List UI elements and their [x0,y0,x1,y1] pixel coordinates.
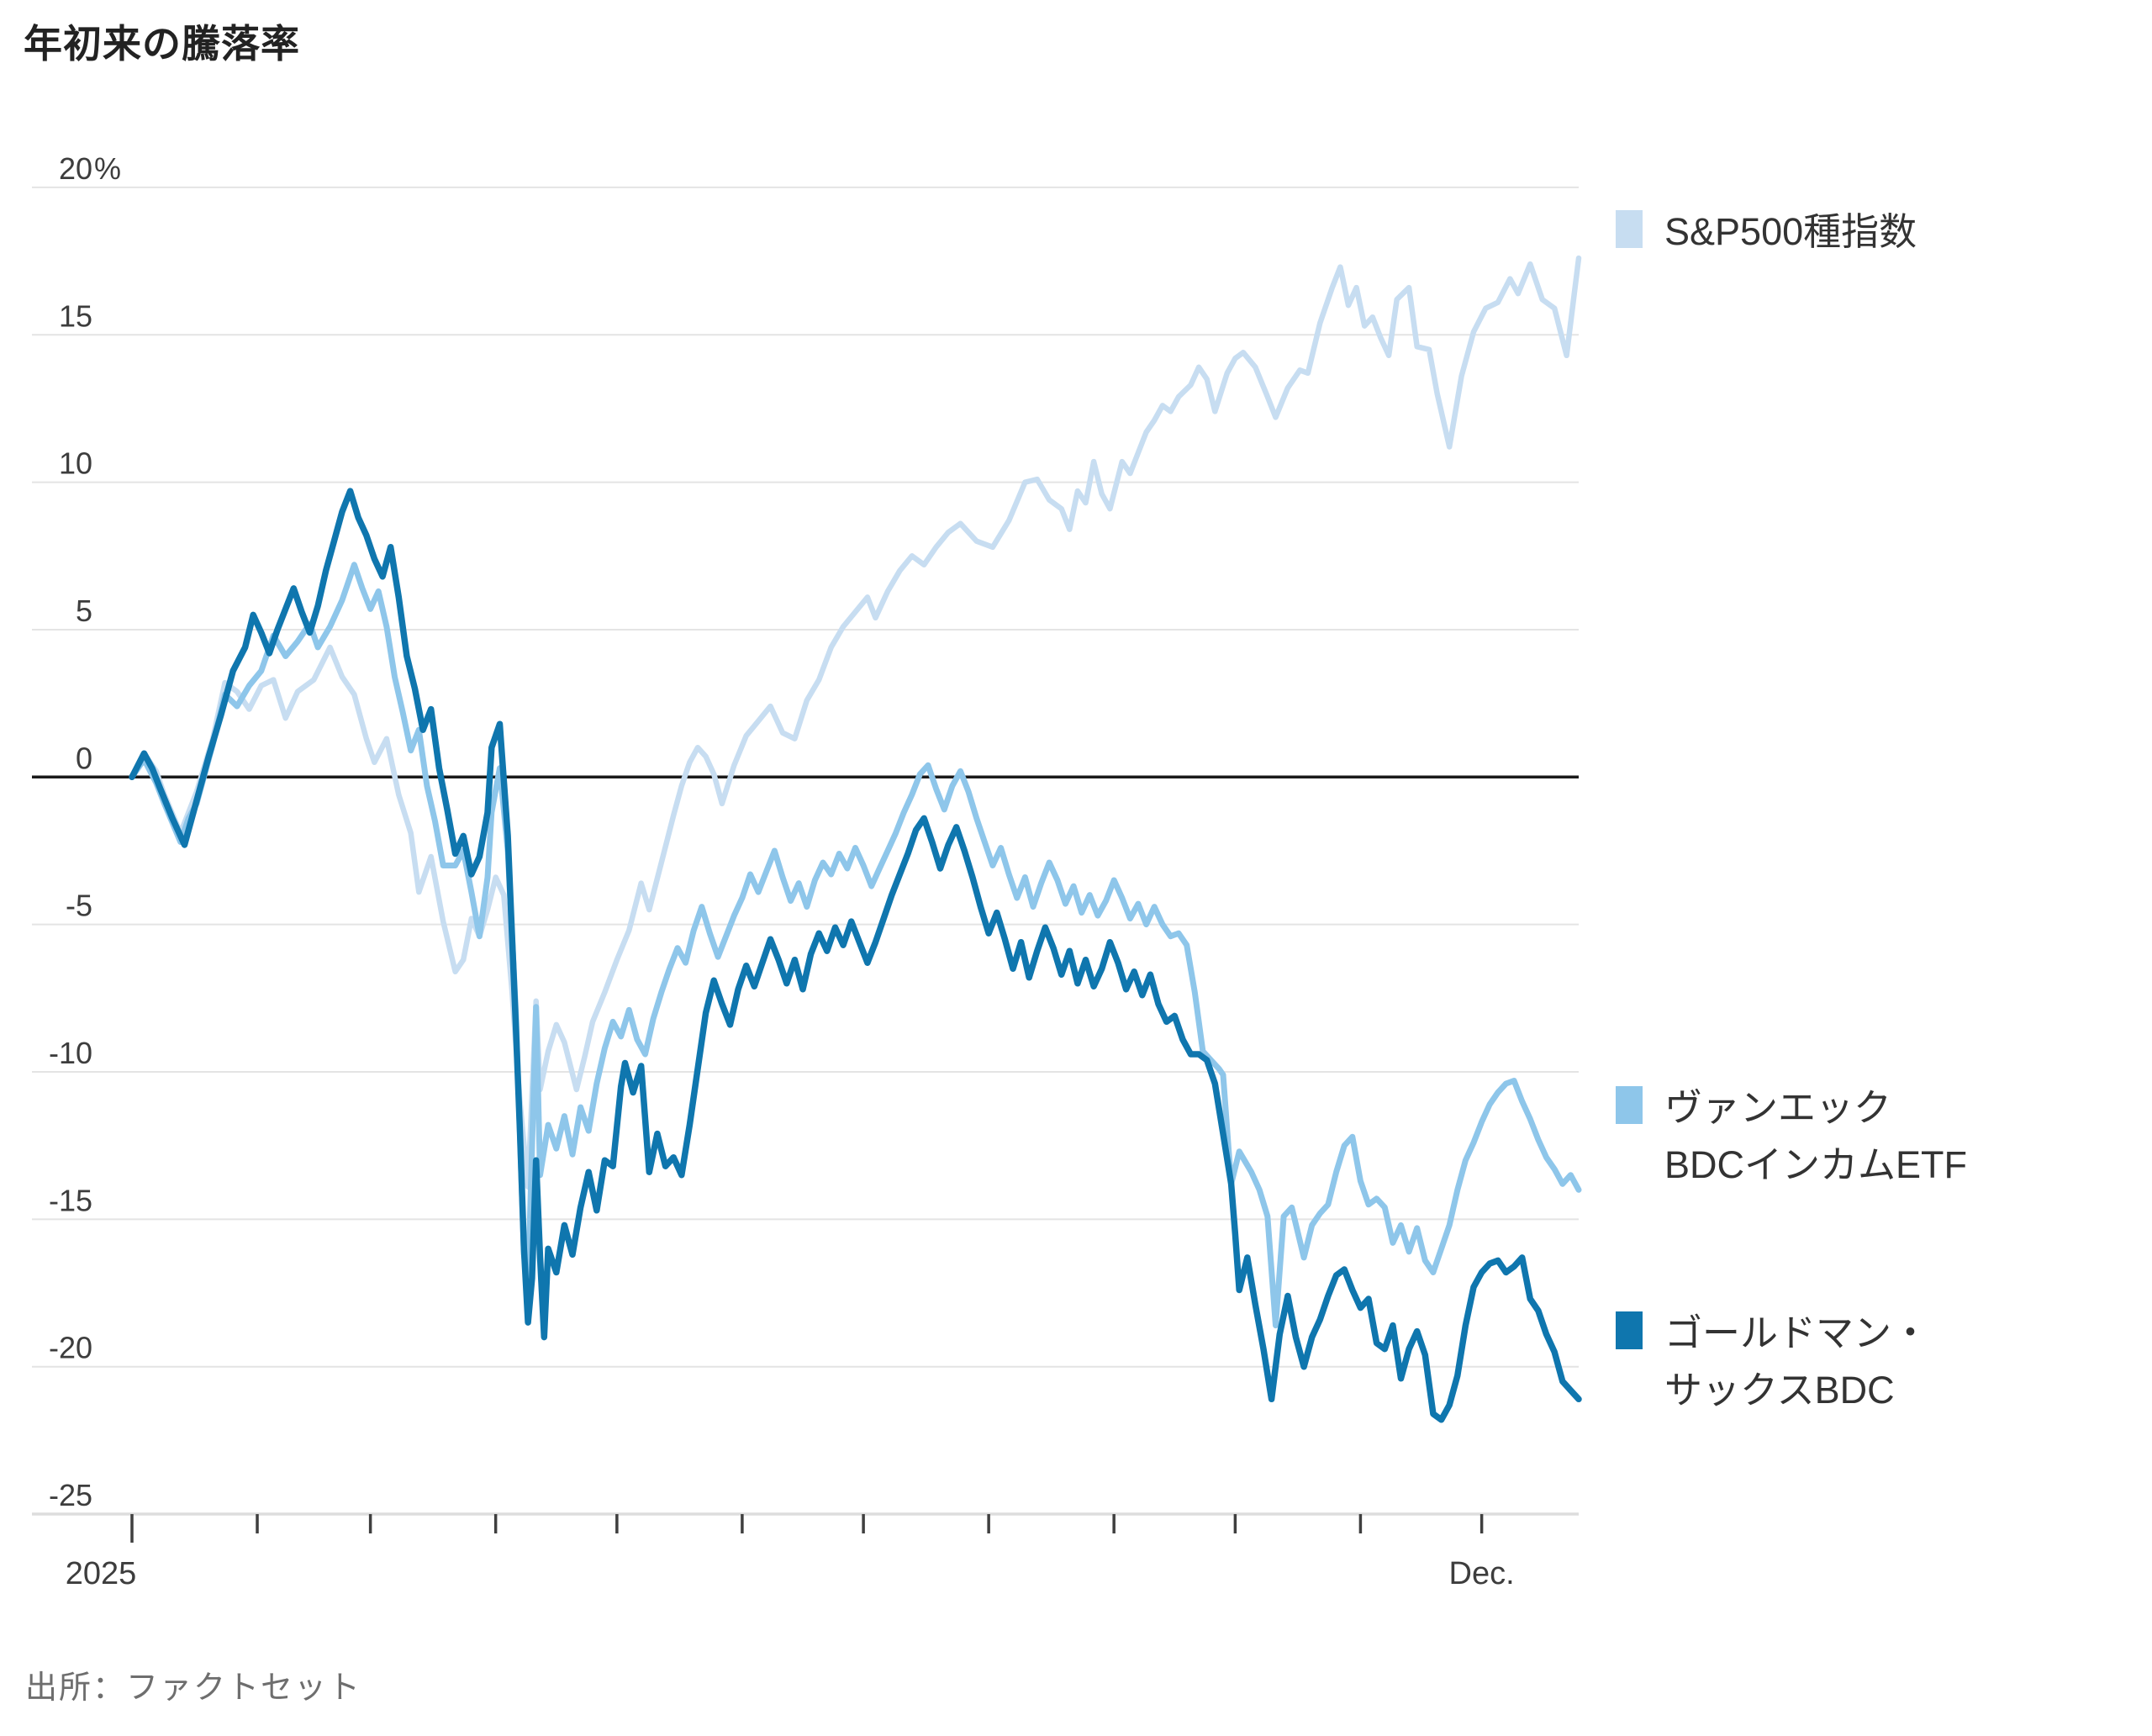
x-axis-end-label: Dec. [1449,1556,1515,1591]
y-tick-label: -25 [49,1478,92,1512]
y-tick-suffix: % [94,151,121,186]
y-tick-label: 20 [59,151,92,186]
x-axis-start-label: 2025 [66,1556,137,1591]
legend-item-goldman: ゴールドマン・ サックスBDC [1616,1305,1929,1419]
y-tick-label: 5 [76,594,92,628]
vaneck-legend-label: ヴァンエック BDCインカムETF [1664,1086,1968,1186]
goldman-legend-label: ゴールドマン・ サックスBDC [1664,1311,1930,1411]
y-tick-label: -20 [49,1331,92,1365]
y-tick-label: -15 [49,1183,92,1217]
legend-item-vaneck: ヴァンエック BDCインカムETF [1616,1079,1967,1194]
y-tick-label: 10 [59,446,92,481]
sp500-legend-swatch-icon [1616,210,1643,248]
vaneck-legend-swatch-icon [1616,1086,1643,1124]
sp500-legend-label: S&P500種指数 [1664,210,1917,253]
series-line-sp500 [129,255,1582,1190]
series-line-goldman [129,488,1582,1423]
source-note: 出所：ファクトセット [25,1670,362,1706]
y-tick-label: -10 [49,1036,92,1070]
y-tick-label: 0 [76,741,92,775]
legend-item-sp500: S&P500種指数 [1616,203,1917,261]
y-tick-label: -5 [66,889,92,923]
goldman-legend-swatch-icon [1616,1311,1643,1349]
y-tick-label: 15 [59,298,92,333]
series-line-vaneck [129,562,1582,1329]
chart-title: 年初来の騰落率 [24,22,300,66]
